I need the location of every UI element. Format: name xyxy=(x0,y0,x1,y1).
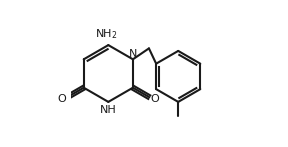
Text: O: O xyxy=(150,94,159,104)
Text: NH: NH xyxy=(100,105,117,115)
Text: N: N xyxy=(129,49,137,59)
Text: O: O xyxy=(57,94,66,104)
Text: NH$_2$: NH$_2$ xyxy=(95,27,118,41)
